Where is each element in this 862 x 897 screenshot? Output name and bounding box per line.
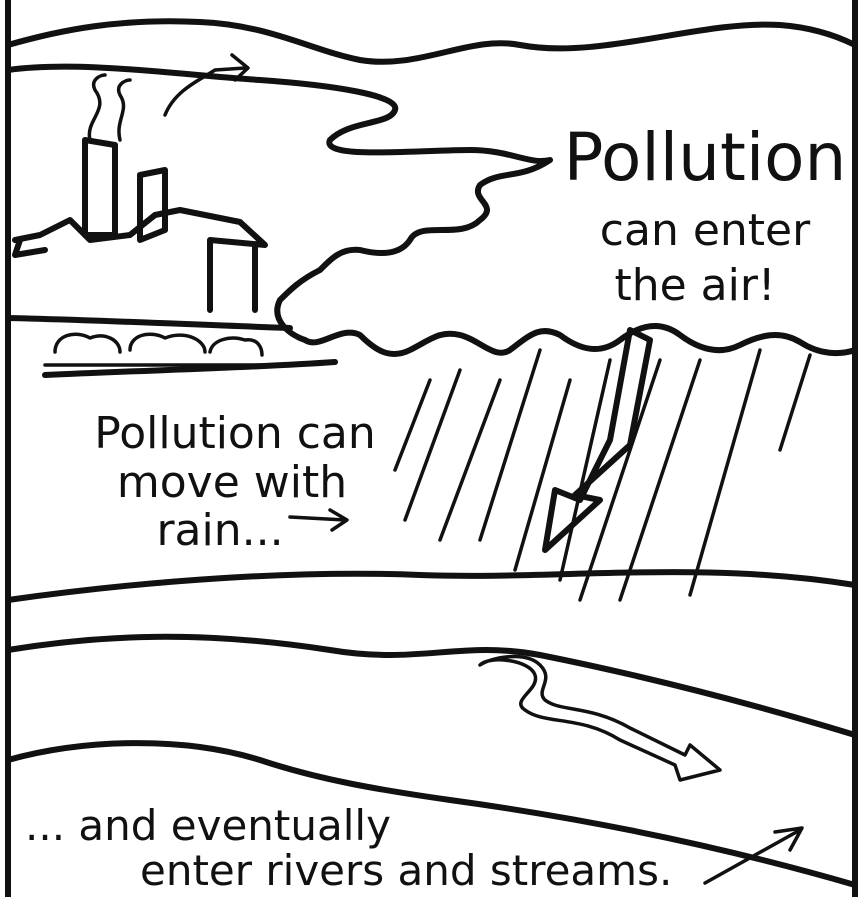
river-label-line: ... and eventually xyxy=(25,801,391,850)
rain-label-line: move with xyxy=(117,457,347,508)
rain-label-line: rain... xyxy=(156,505,283,556)
river-label-line: enter rivers and streams. xyxy=(140,846,672,895)
illustration: Pollution can enter the air! Pollution c… xyxy=(0,0,862,897)
air-label-line: Pollution xyxy=(564,119,847,196)
air-label-line: the air! xyxy=(614,260,775,311)
air-label-line: can enter xyxy=(600,205,811,256)
rain-label-line: Pollution can xyxy=(94,408,376,459)
